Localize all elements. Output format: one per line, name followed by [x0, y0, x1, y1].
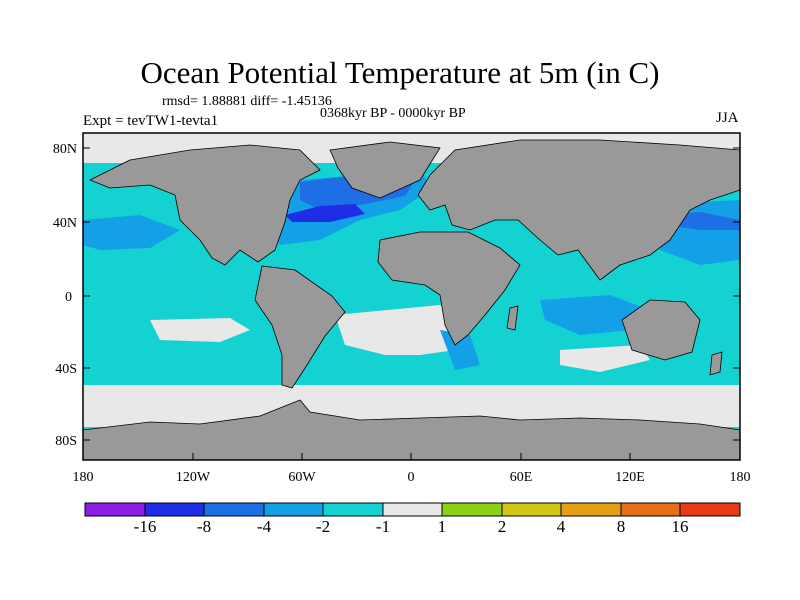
colorbar-box-4 [322, 502, 384, 517]
colorbar-box-2 [203, 502, 265, 517]
colorbar-box-1 [144, 502, 205, 517]
colorbar-label-2: -4 [256, 517, 272, 536]
rmsd-diff-stats: rmsd= 1.88881 diff= -1.45136 [162, 94, 332, 109]
cooling-gulf-stream [285, 204, 365, 222]
time-period-label: 0368kyr BP - 0000kyr BP [320, 106, 466, 121]
lat-label-0: 0 [65, 290, 72, 305]
colorbar [84, 502, 741, 517]
colorbar-label-1: -8 [196, 517, 212, 536]
neutral-patch-south-atlantic [335, 305, 470, 355]
lat-label-40s: 40S [55, 362, 77, 377]
lon-label-180w: 180 [73, 470, 94, 485]
cooling-indian-ocean [540, 295, 650, 335]
lon-label-120e: 120E [615, 470, 645, 485]
lat-label-40n: 40N [53, 216, 77, 231]
land-antarctica [83, 399, 740, 460]
land-africa [377, 231, 521, 346]
map-field [83, 133, 740, 460]
colorbar-label-9: 16 [671, 517, 689, 536]
colorbar-box-10 [679, 502, 741, 517]
lat-label-80n: 80N [53, 142, 77, 157]
land-north-america [89, 144, 321, 266]
colorbar-box-9 [620, 502, 681, 517]
experiment-label: Expt = tevTW1-tevta1 [83, 113, 219, 129]
colorbar-box-3 [263, 502, 324, 517]
colorbar-label-5: 1 [437, 517, 447, 536]
lat-axis: 80N 40N 0 40S 80S [53, 142, 740, 449]
land-madagascar [506, 305, 519, 331]
season-label: JJA [716, 110, 739, 126]
land-south-america [254, 265, 346, 389]
colorbar-label-0: -16 [133, 517, 157, 536]
lon-axis: 180 120W 60W 0 60E 120E 180 [73, 453, 751, 485]
lon-label-60w: 60W [288, 470, 316, 485]
lat-label-80s: 80S [55, 434, 77, 449]
colorbar-box-0 [84, 502, 146, 517]
colorbar-label-8: 8 [616, 517, 626, 536]
land-eurasia [417, 139, 740, 281]
colorbar-box-6 [441, 502, 503, 517]
colorbar-label-3: -2 [315, 517, 331, 536]
land-masses [83, 139, 740, 460]
land-greenland [329, 141, 441, 199]
colorbar-box-5 [382, 502, 443, 517]
colorbar-label-4: -1 [375, 517, 391, 536]
cooling-south-atlantic [440, 330, 480, 370]
neutral-patch-south-pacific [150, 318, 250, 342]
plot-title: Ocean Potential Temperature at 5m (in C) [140, 55, 660, 90]
lon-label-0: 0 [408, 470, 415, 485]
lon-label-60e: 60E [510, 470, 533, 485]
neutral-patch-south-indian [560, 345, 650, 372]
colorbar-box-8 [560, 502, 622, 517]
colorbar-box-7 [501, 502, 562, 517]
lon-label-120w: 120W [176, 470, 211, 485]
cooling-north-pacific-east [83, 215, 180, 250]
land-new-zealand [709, 351, 723, 376]
lon-label-180e: 180 [730, 470, 751, 485]
colorbar-label-7: 4 [556, 517, 566, 536]
colorbar-label-6: 2 [497, 517, 507, 536]
land-australia [621, 299, 701, 361]
